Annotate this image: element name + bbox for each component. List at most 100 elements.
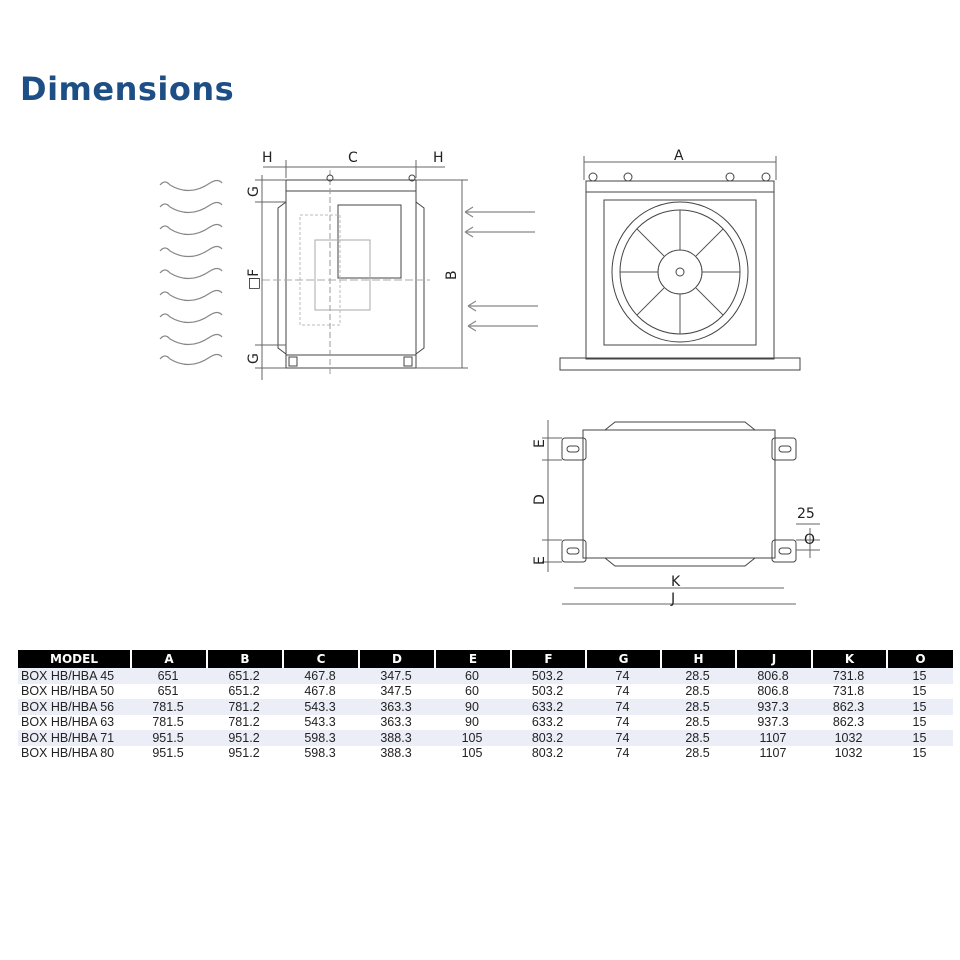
model-cell: BOX HB/HBA 63	[21, 715, 115, 730]
value-cell: 363.3	[358, 699, 434, 715]
value-cell: 347.5	[358, 668, 434, 684]
value-cell: 347.5	[380, 684, 412, 699]
value-cell: 937.3	[757, 715, 789, 730]
dim-label-a: A	[674, 148, 684, 164]
value-cell: 598.3	[282, 730, 358, 746]
value-cell: 862.3	[832, 715, 865, 730]
value-cell: 105	[461, 746, 483, 761]
value-cell: 467.8	[304, 684, 336, 699]
column-header-c: C	[282, 650, 358, 668]
dim-label-k: K	[671, 574, 681, 590]
value-cell: 951.5	[152, 746, 184, 761]
value-cell: 951.2	[206, 730, 282, 746]
value-cell: 503.2	[510, 668, 585, 684]
dim-label-25: 25	[797, 506, 815, 522]
airflow-out-waves	[159, 179, 223, 366]
value-cell: 651	[130, 668, 206, 684]
value-cell: 15	[912, 746, 927, 761]
model-cell: BOX HB/HBA 80	[21, 746, 115, 761]
technical-drawings: H C H G □F G B A	[159, 148, 820, 607]
value-cell: 1032	[811, 730, 886, 746]
value-cell: 806.8	[735, 668, 811, 684]
table-row: BOX HB/HBA 71 951.5 951.2 598.3 388.3 105 803.…	[18, 730, 953, 746]
model-cell: BOX HB/HBA 56	[18, 699, 130, 715]
dim-label-c: C	[348, 150, 358, 166]
value-cell: 388.3	[380, 746, 412, 761]
value-cell: 503.2	[531, 684, 564, 699]
table-header-row: MODEL A B C D E F G H J K O	[18, 650, 953, 668]
value-cell: 90	[434, 699, 510, 715]
value-cell: 467.8	[282, 668, 358, 684]
value-cell: 731.8	[811, 668, 886, 684]
table-row: BOX HB/HBA 50 651 651.2 467.8 347.5 60 503.2 74…	[18, 684, 953, 700]
column-header-a: A	[130, 650, 206, 668]
model-cell: BOX HB/HBA 45	[18, 668, 130, 684]
value-cell: 951.5	[130, 730, 206, 746]
value-cell: 781.2	[228, 715, 260, 730]
table-row: BOX HB/HBA 80 951.5 951.2 598.3 388.3 105 803.…	[18, 746, 953, 762]
value-cell: 803.2	[510, 730, 585, 746]
value-cell: 1032	[834, 746, 863, 761]
value-cell: 60	[465, 684, 479, 699]
dim-label-g-top: G	[246, 186, 262, 197]
value-cell: 74	[585, 730, 660, 746]
column-header-model: MODEL	[18, 650, 130, 668]
value-cell: 28.5	[660, 668, 735, 684]
value-cell: 105	[434, 730, 510, 746]
value-cell: 388.3	[358, 730, 434, 746]
value-cell: 937.3	[735, 699, 811, 715]
value-cell: 74	[585, 668, 660, 684]
value-cell: 651.2	[206, 668, 282, 684]
value-cell: 15	[886, 730, 953, 746]
value-cell: 803.2	[531, 746, 564, 761]
column-header-j: J	[735, 650, 811, 668]
value-cell: 806.8	[757, 684, 789, 699]
value-cell: 90	[465, 715, 479, 730]
column-header-f: F	[510, 650, 585, 668]
airflow-in-arrows	[464, 206, 538, 332]
value-cell: 633.2	[510, 699, 585, 715]
bottom-view-drawing: E D E 25 O K J	[532, 420, 820, 607]
value-cell: 731.8	[832, 684, 865, 699]
value-cell: 951.2	[228, 746, 260, 761]
dim-label-g-bottom: G	[246, 353, 262, 364]
value-cell: 862.3	[811, 699, 886, 715]
column-header-o: O	[886, 650, 953, 668]
column-header-k: K	[811, 650, 886, 668]
value-cell: 543.3	[304, 715, 336, 730]
value-cell: 651.2	[228, 684, 260, 699]
dim-label-b: B	[444, 270, 460, 280]
table-row: BOX HB/HBA 45 651 651.2 467.8 347.5 60 503.2 74…	[18, 668, 953, 684]
value-cell: 15	[886, 699, 953, 715]
column-header-g: G	[585, 650, 660, 668]
model-cell: BOX HB/HBA 50	[21, 684, 115, 699]
value-cell: 74	[615, 715, 630, 730]
value-cell: 1107	[759, 746, 787, 761]
value-cell: 651	[157, 684, 179, 699]
table-row: BOX HB/HBA 63 781.5 781.2 543.3 363.3 90 633.2…	[18, 715, 953, 731]
dim-label-d: D	[532, 494, 548, 505]
dim-label-e-bottom: E	[532, 556, 548, 565]
dim-label-e-top: E	[532, 439, 548, 448]
table-row: BOX HB/HBA 56 781.5 781.2 543.3 363.3 90 633.2…	[18, 699, 953, 715]
front-view-drawing: A	[559, 148, 801, 371]
dim-label-j: J	[670, 591, 675, 607]
column-header-h: H	[660, 650, 735, 668]
value-cell: 74	[585, 699, 660, 715]
model-cell: BOX HB/HBA 71	[18, 730, 130, 746]
dim-label-o: O	[804, 532, 815, 548]
page-title: Dimensions	[20, 70, 235, 108]
column-header-d: D	[358, 650, 434, 668]
dimensions-table: MODEL A B C D E F G H J K O BOX HB/HBA 45 651 651.2 46…	[18, 650, 953, 761]
value-cell: 598.3	[304, 746, 336, 761]
value-cell: 28.5	[685, 746, 710, 761]
dim-label-h-left: H	[262, 150, 273, 166]
column-header-e: E	[434, 650, 510, 668]
value-cell: 15	[912, 715, 927, 730]
value-cell: 74	[615, 684, 630, 699]
value-cell: 781.2	[206, 699, 282, 715]
value-cell: 543.3	[282, 699, 358, 715]
dim-label-h-right: H	[433, 150, 444, 166]
value-cell: 1107	[735, 730, 811, 746]
value-cell: 28.5	[660, 699, 735, 715]
